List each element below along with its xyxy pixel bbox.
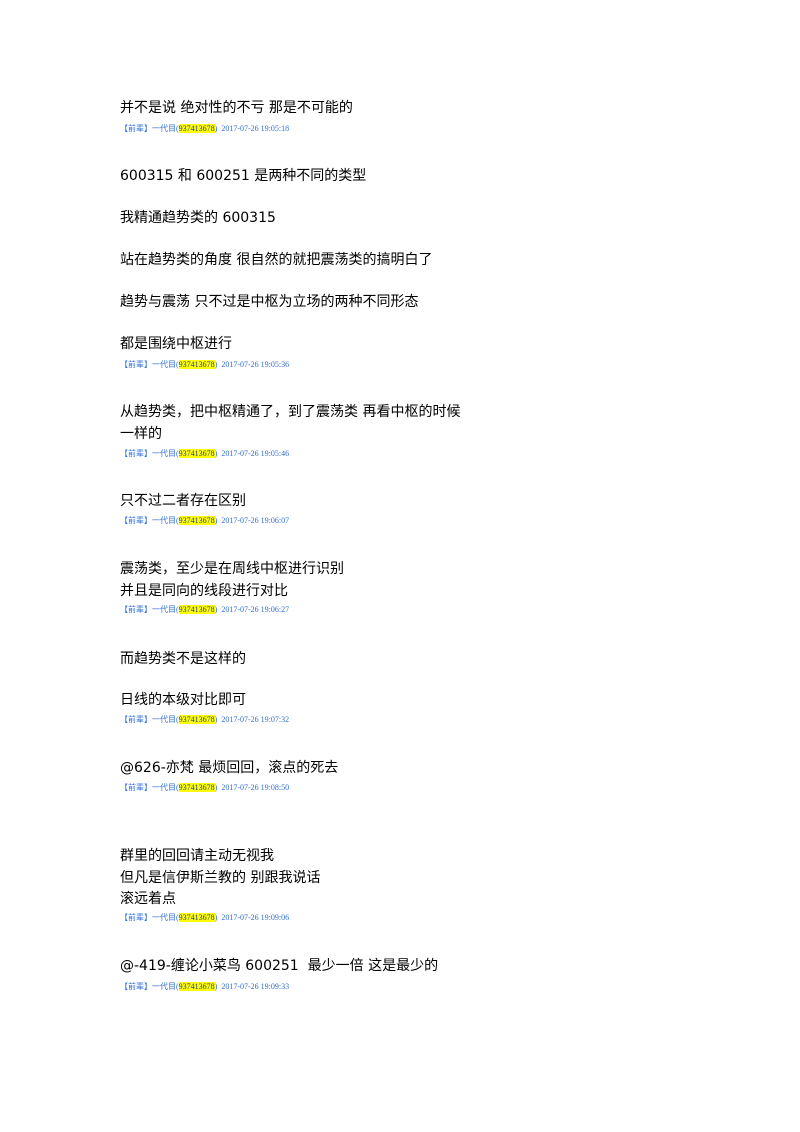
sender-qq: 937413678	[178, 360, 215, 369]
sender-close: )	[214, 982, 218, 991]
sender-name: 【前辈】一代目(	[120, 783, 179, 792]
message-meta: 【前辈】一代目(937413678) 2017-07-26 19:08:50	[120, 783, 289, 793]
sender-close: )	[214, 516, 218, 525]
sender-qq: 937413678	[178, 783, 215, 792]
message-meta: 【前辈】一代目(937413678) 2017-07-26 19:05:46	[120, 449, 289, 459]
sender-name: 【前辈】一代目(	[120, 449, 179, 458]
sender-name: 【前辈】一代目(	[120, 360, 179, 369]
sender-close: )	[214, 605, 218, 614]
message-meta: 【前辈】一代目(937413678) 2017-07-26 19:06:07	[120, 516, 289, 526]
sender-name: 【前辈】一代目(	[120, 605, 179, 614]
message-line: 一样的	[120, 426, 162, 442]
sender-close: )	[214, 783, 218, 792]
sender-close: )	[214, 913, 218, 922]
sender-qq: 937413678	[178, 605, 215, 614]
sender-qq: 937413678	[178, 913, 215, 922]
message-timestamp: 2017-07-26 19:09:33	[221, 982, 290, 991]
sender-name: 【前辈】一代目(	[120, 124, 179, 133]
message-line: 600315 和 600251 是两种不同的类型	[120, 168, 367, 184]
sender-name: 【前辈】一代目(	[120, 516, 179, 525]
sender-qq: 937413678	[178, 982, 215, 991]
sender-close: )	[214, 449, 218, 458]
message-timestamp: 2017-07-26 19:06:27	[221, 605, 290, 614]
message-line: 我精通趋势类的 600315	[120, 210, 276, 226]
message-line: 并且是同向的线段进行对比	[120, 583, 288, 599]
message-line: 都是围绕中枢进行	[120, 336, 232, 352]
message-line: 而趋势类不是这样的	[120, 651, 246, 667]
message-timestamp: 2017-07-26 19:06:07	[221, 516, 290, 525]
message-line: 日线的本级对比即可	[120, 692, 246, 708]
message-line: 群里的回回请主动无视我	[120, 848, 274, 864]
message-timestamp: 2017-07-26 19:05:46	[221, 449, 290, 458]
sender-qq: 937413678	[178, 124, 215, 133]
sender-close: )	[214, 124, 218, 133]
message-line: 并不是说 绝对性的不亏 那是不可能的	[120, 100, 353, 116]
message-line: 从趋势类，把中枢精通了，到了震荡类 再看中枢的时候	[120, 404, 461, 420]
message-line: 滚远着点	[120, 891, 176, 907]
message-line: @626-亦梵 最烦回回，滚点的死去	[120, 760, 339, 776]
sender-qq: 937413678	[178, 715, 215, 724]
message-line: 只不过二者存在区别	[120, 493, 246, 509]
sender-close: )	[214, 360, 218, 369]
message-meta: 【前辈】一代目(937413678) 2017-07-26 19:05:36	[120, 360, 289, 370]
message-meta: 【前辈】一代目(937413678) 2017-07-26 19:07:32	[120, 715, 289, 725]
message-meta: 【前辈】一代目(937413678) 2017-07-26 19:09:06	[120, 913, 289, 923]
message-line: 震荡类，至少是在周线中枢进行识别	[120, 561, 344, 577]
sender-qq: 937413678	[178, 449, 215, 458]
message-timestamp: 2017-07-26 19:09:06	[221, 913, 290, 922]
message-timestamp: 2017-07-26 19:08:50	[221, 783, 290, 792]
message-line: @-419-缠论小菜鸟 600251 最少一倍 这是最少的	[120, 958, 439, 974]
sender-close: )	[214, 715, 218, 724]
message-timestamp: 2017-07-26 19:05:36	[221, 360, 290, 369]
sender-name: 【前辈】一代目(	[120, 913, 179, 922]
message-line: 但凡是信伊斯兰教的 别跟我说话	[120, 870, 321, 886]
message-line: 站在趋势类的角度 很自然的就把震荡类的搞明白了	[120, 252, 433, 268]
message-meta: 【前辈】一代目(937413678) 2017-07-26 19:06:27	[120, 605, 289, 615]
message-meta: 【前辈】一代目(937413678) 2017-07-26 19:09:33	[120, 982, 289, 992]
sender-qq: 937413678	[178, 516, 215, 525]
message-meta: 【前辈】一代目(937413678) 2017-07-26 19:05:18	[120, 124, 289, 134]
message-line: 趋势与震荡 只不过是中枢为立场的两种不同形态	[120, 294, 419, 310]
sender-name: 【前辈】一代目(	[120, 982, 179, 991]
sender-name: 【前辈】一代目(	[120, 715, 179, 724]
message-timestamp: 2017-07-26 19:07:32	[221, 715, 290, 724]
message-timestamp: 2017-07-26 19:05:18	[221, 124, 290, 133]
